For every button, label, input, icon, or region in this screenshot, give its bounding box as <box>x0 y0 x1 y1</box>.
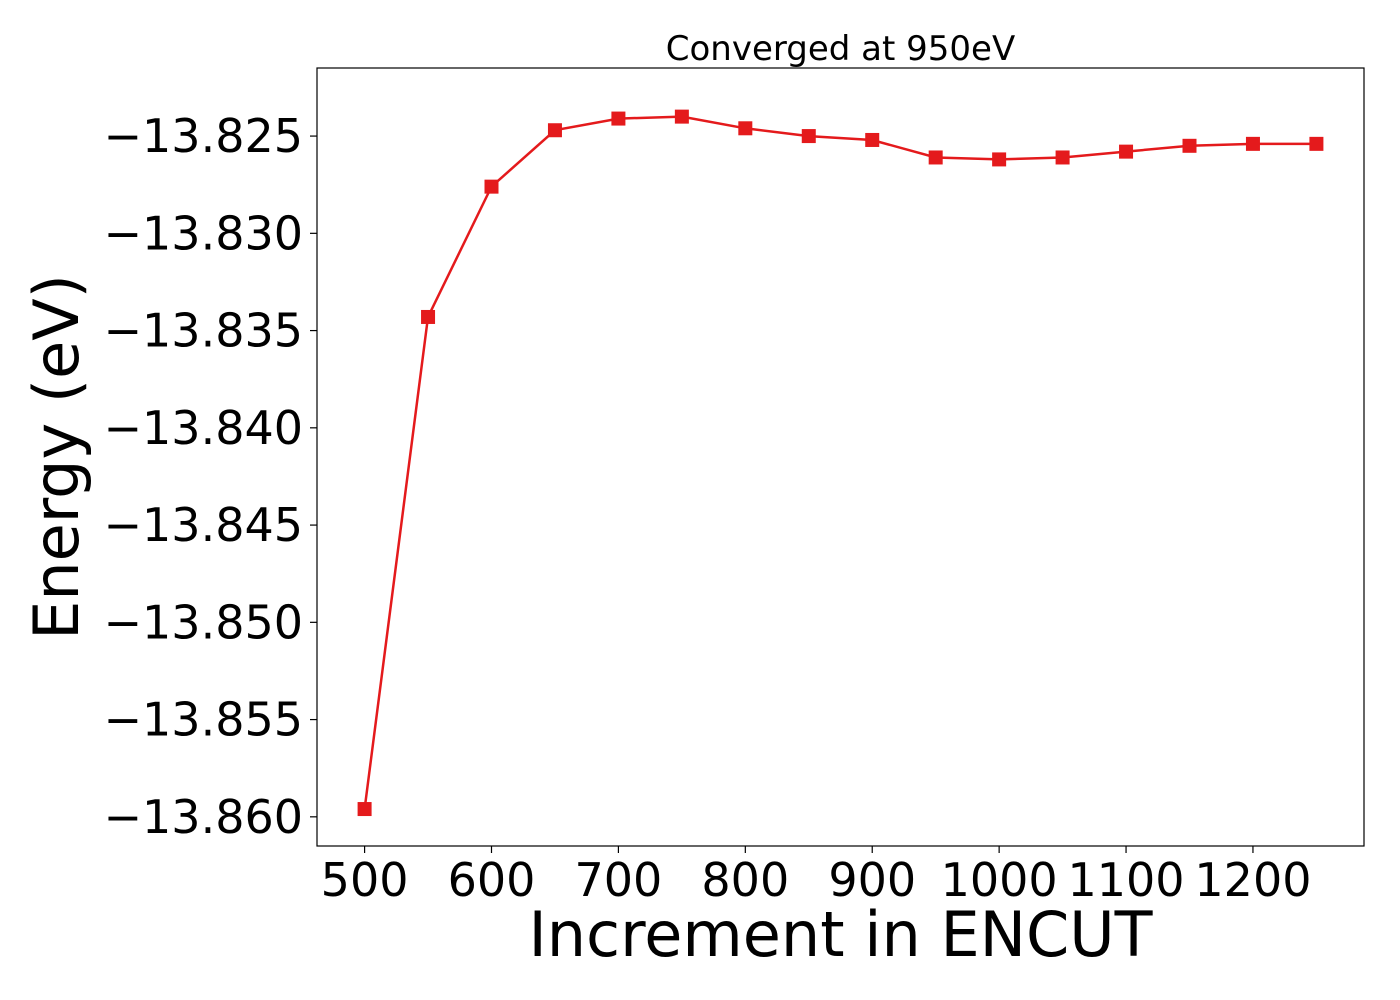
y-tick-label: −13.825 <box>104 109 304 163</box>
y-axis-label: Energy (eV) <box>20 274 93 640</box>
data-point <box>611 111 626 126</box>
data-point <box>1119 144 1134 159</box>
marks-layer <box>357 109 1324 817</box>
y-tick-label: −13.840 <box>104 401 304 455</box>
x-tick-label: 500 <box>321 853 409 907</box>
data-point <box>865 132 880 147</box>
data-point <box>674 109 689 124</box>
x-axis: 500 600 700 800 900 1000 1100 1200 <box>321 846 1311 907</box>
x-tick-label: 1000 <box>941 853 1058 907</box>
data-point <box>421 309 436 324</box>
x-tick-label: 900 <box>828 853 916 907</box>
x-axis-label: Increment in ENCUT <box>528 898 1153 971</box>
x-tick-label: 1200 <box>1194 853 1311 907</box>
chart-title: Converged at 950eV <box>666 29 1015 69</box>
y-axis: −13.825 −13.830 −13.835 −13.840 −13.845 −13.8… <box>104 109 317 844</box>
y-tick-label: −13.860 <box>104 790 304 844</box>
y-tick-label: −13.850 <box>104 595 304 649</box>
x-tick-label: 600 <box>448 853 536 907</box>
data-point <box>357 802 372 817</box>
data-point <box>1182 138 1197 153</box>
data-point <box>1309 136 1324 151</box>
data-point <box>1055 150 1070 165</box>
series-line <box>363 115 1317 810</box>
data-point <box>1245 136 1260 151</box>
data-point <box>928 150 943 165</box>
data-point <box>738 121 753 136</box>
data-point <box>992 152 1007 167</box>
y-tick-label: −13.830 <box>104 206 304 260</box>
data-point <box>801 129 816 144</box>
y-tick-label: −13.845 <box>104 498 304 552</box>
data-point <box>547 123 562 138</box>
y-tick-label: −13.835 <box>104 304 304 358</box>
plot-frame <box>316 67 1365 847</box>
x-tick-label: 800 <box>701 853 789 907</box>
data-point <box>484 179 499 194</box>
y-tick-label: −13.855 <box>104 693 304 747</box>
x-tick-label: 1100 <box>1068 853 1185 907</box>
x-tick-label: 700 <box>575 853 663 907</box>
